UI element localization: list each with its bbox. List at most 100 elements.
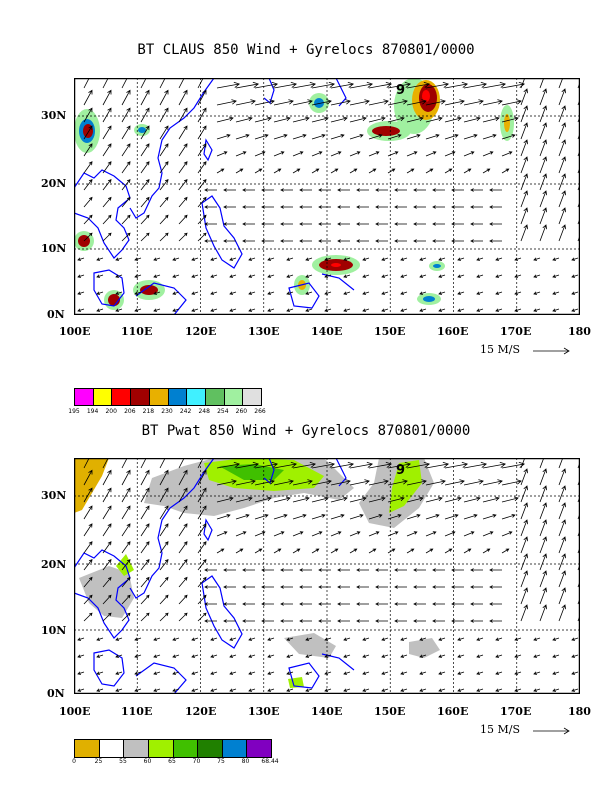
- wind-vector: [77, 291, 85, 295]
- wind-vector: [102, 89, 112, 106]
- wind-vector: [375, 568, 388, 572]
- panel2-colorbar-label: 80: [241, 758, 250, 765]
- wind-vector: [115, 637, 123, 641]
- wind-vector: [267, 654, 275, 658]
- wind-vector: [337, 188, 350, 192]
- wind-vector: [267, 671, 275, 675]
- wind-vector: [178, 594, 188, 605]
- wind-vector: [457, 637, 465, 641]
- wind-vector: [470, 239, 483, 243]
- wind-vector: [77, 654, 85, 658]
- wind-vector: [501, 116, 519, 123]
- wind-vector: [558, 485, 566, 503]
- wind-vector: [197, 196, 207, 208]
- wind-vector: [204, 239, 217, 243]
- wind-vector: [140, 107, 150, 123]
- wind-vector: [77, 257, 85, 261]
- wind-vector: [419, 671, 427, 675]
- wind-vector: [121, 487, 131, 503]
- wind-vector: [305, 274, 313, 278]
- wind-vector: [102, 469, 112, 486]
- wind-vector: [102, 78, 109, 89]
- panel1-colorbar: [74, 388, 262, 406]
- wind-vector: [552, 637, 560, 641]
- wind-vector: [406, 479, 427, 486]
- wind-vector: [539, 224, 547, 242]
- wind-vector: [514, 291, 522, 295]
- wind-vector: [261, 619, 274, 623]
- wind-vector: [495, 308, 503, 312]
- panel2-xtick-140: 140E: [311, 705, 343, 718]
- wind-vector: [204, 585, 217, 589]
- wind-vector: [178, 232, 188, 242]
- wind-vector: [425, 513, 440, 520]
- panel1-colorbar-label: 200: [105, 408, 117, 415]
- wind-vector: [83, 161, 93, 174]
- wind-vector: [121, 458, 128, 469]
- panel1-wind-vectors: [77, 78, 580, 312]
- wind-vector: [273, 531, 285, 537]
- wind-vector: [318, 585, 331, 589]
- wind-vector: [292, 548, 301, 554]
- panel1-xtick-120: 120E: [185, 325, 217, 338]
- wind-vector: [495, 274, 503, 278]
- wind-vector: [571, 671, 579, 675]
- panel1-colorbar-swatch: [186, 389, 205, 405]
- wind-vector: [102, 232, 112, 242]
- wind-vector: [248, 688, 256, 692]
- wind-vector: [520, 139, 528, 157]
- panel1-colorbar-swatch: [242, 389, 262, 405]
- wind-vector: [330, 81, 355, 89]
- wind-vector: [387, 496, 405, 503]
- wind-vector: [134, 274, 142, 278]
- wind-vector: [362, 688, 370, 692]
- wind-vector: [368, 116, 386, 123]
- wind-vector: [267, 637, 275, 641]
- wind-vector: [520, 485, 528, 503]
- wind-vector: [273, 133, 288, 140]
- wind-vector: [121, 232, 131, 242]
- wind-vector: [115, 688, 123, 692]
- wind-vector: [216, 461, 241, 469]
- wind-vector: [248, 654, 256, 658]
- wind-vector: [178, 612, 188, 622]
- wind-vector: [470, 222, 483, 226]
- wind-vector: [558, 139, 566, 157]
- wind-vector: [197, 125, 207, 140]
- wind-vector: [438, 308, 446, 312]
- wind-vector: [197, 487, 207, 503]
- wind-vector: [223, 239, 236, 243]
- wind-vector: [539, 88, 547, 106]
- panel1-colorbar-swatch: [223, 389, 243, 405]
- wind-vector: [318, 568, 331, 572]
- wind-vector: [514, 637, 522, 641]
- wind-vector: [368, 81, 393, 89]
- panel2-colorbar-label: 75: [217, 758, 225, 765]
- wind-vector: [387, 461, 412, 469]
- wind-vector: [558, 604, 566, 622]
- wind-vector: [356, 619, 369, 623]
- wind-vector: [121, 612, 131, 622]
- wind-vector: [444, 461, 469, 469]
- wind-vector: [463, 81, 488, 89]
- wind-vector: [330, 513, 345, 520]
- wind-vector: [533, 688, 541, 692]
- wind-vector: [482, 496, 500, 503]
- wind-vector: [191, 308, 199, 312]
- wind-vector: [191, 291, 199, 295]
- panel1-colorbar-labels: 195 194 200 206 218 230 242 248 254 260 266: [68, 408, 265, 418]
- wind-vector: [159, 196, 169, 208]
- wind-vector: [400, 637, 408, 641]
- wind-vector: [204, 619, 217, 623]
- wind-vector: [343, 257, 351, 261]
- panel2-xtick-150: 150E: [374, 705, 406, 718]
- wind-vector: [159, 107, 169, 123]
- wind-vector: [356, 222, 369, 226]
- wind-vector: [299, 205, 312, 209]
- wind-vector: [115, 308, 123, 312]
- wind-vector: [495, 688, 503, 692]
- wind-vector: [280, 205, 293, 209]
- wind-vector: [558, 173, 566, 191]
- wind-vector: [558, 570, 566, 588]
- wind-vector: [311, 151, 323, 157]
